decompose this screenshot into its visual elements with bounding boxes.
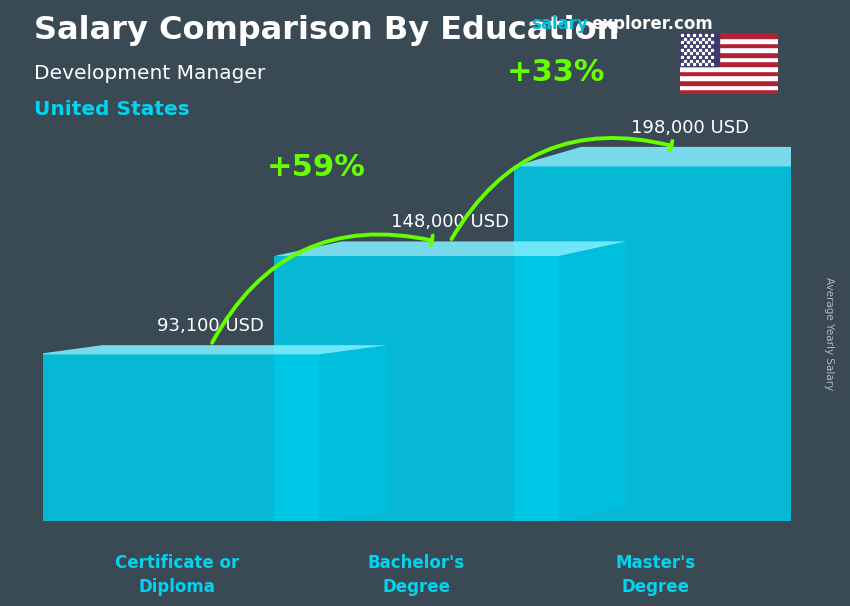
Text: Certificate or
Diploma: Certificate or Diploma xyxy=(115,554,239,596)
Bar xyxy=(680,56,778,61)
Polygon shape xyxy=(35,355,320,521)
Bar xyxy=(680,85,778,89)
Text: Master's
Degree: Master's Degree xyxy=(615,554,696,596)
Bar xyxy=(680,71,778,75)
Text: +59%: +59% xyxy=(267,153,366,182)
Text: Salary Comparison By Education: Salary Comparison By Education xyxy=(34,15,620,46)
Polygon shape xyxy=(320,345,387,521)
Text: +33%: +33% xyxy=(507,58,605,87)
Text: explorer.com: explorer.com xyxy=(591,15,712,33)
Bar xyxy=(680,38,778,42)
Text: United States: United States xyxy=(34,100,190,119)
Bar xyxy=(680,33,719,66)
Polygon shape xyxy=(513,147,850,167)
Text: Bachelor's
Degree: Bachelor's Degree xyxy=(368,554,465,596)
Text: 93,100 USD: 93,100 USD xyxy=(157,317,264,335)
Bar xyxy=(680,75,778,80)
Bar xyxy=(680,89,778,94)
Polygon shape xyxy=(275,256,558,521)
Polygon shape xyxy=(275,241,626,256)
Polygon shape xyxy=(798,147,850,521)
Bar xyxy=(680,61,778,66)
Bar xyxy=(680,80,778,85)
Bar xyxy=(680,33,778,38)
Text: salary: salary xyxy=(531,15,588,33)
Polygon shape xyxy=(35,345,387,355)
Bar xyxy=(680,42,778,47)
Text: Development Manager: Development Manager xyxy=(34,64,265,82)
Polygon shape xyxy=(513,167,798,521)
Text: 198,000 USD: 198,000 USD xyxy=(631,119,749,136)
Text: 148,000 USD: 148,000 USD xyxy=(391,213,509,231)
Bar xyxy=(680,47,778,52)
Bar xyxy=(680,66,778,71)
Polygon shape xyxy=(558,241,626,521)
Bar xyxy=(680,52,778,56)
Text: Average Yearly Salary: Average Yearly Salary xyxy=(824,277,834,390)
